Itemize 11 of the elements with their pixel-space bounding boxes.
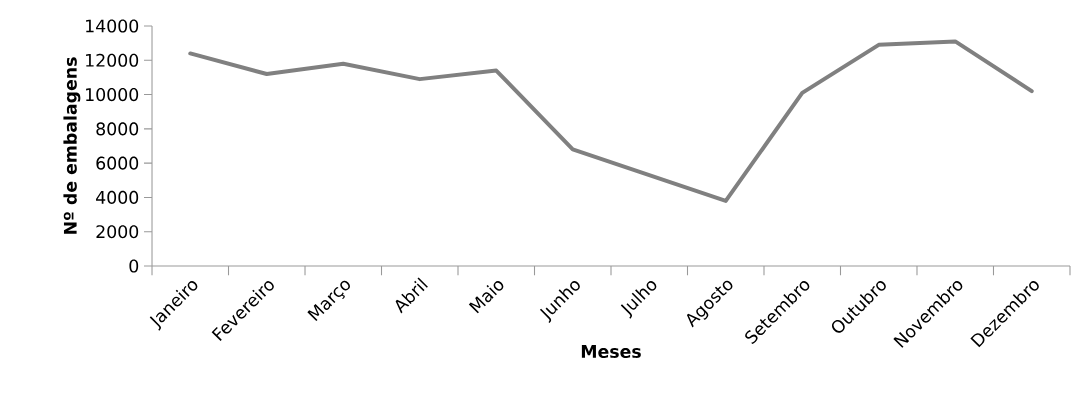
y-tick-label: 10000 [86, 88, 139, 102]
y-tick-label: 6000 [96, 156, 139, 170]
x-axis-title: Meses [581, 345, 641, 358]
y-tick-label: 8000 [96, 122, 139, 136]
y-tick-label: 0 [129, 259, 139, 273]
y-tick-label: 4000 [96, 190, 139, 204]
line-series [188, 39, 1034, 203]
y-tick-label: 14000 [86, 19, 139, 33]
y-tick-label: 2000 [96, 225, 139, 239]
y-tick-label: 12000 [86, 53, 139, 67]
y-axis-title: Nº de embalagens [63, 57, 81, 234]
